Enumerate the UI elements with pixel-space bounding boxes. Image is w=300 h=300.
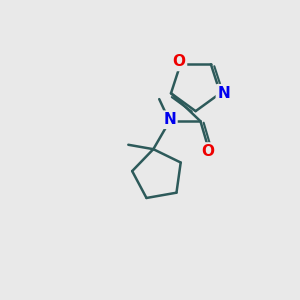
Text: N: N [163,112,176,127]
Text: N: N [218,86,230,101]
Text: O: O [172,54,185,69]
Text: O: O [201,144,214,159]
